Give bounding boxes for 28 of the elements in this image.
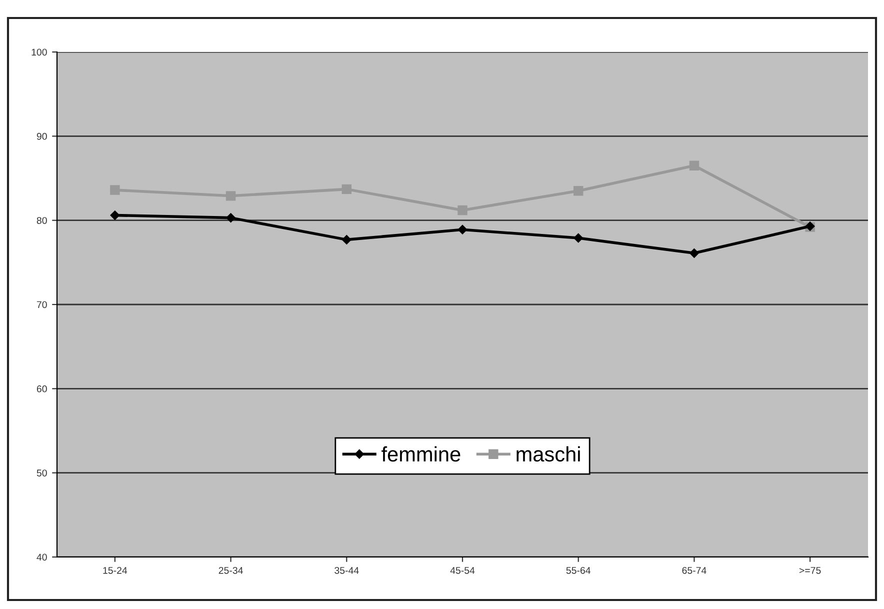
point (690, 248, 699, 258)
point (110, 210, 120, 220)
x-tick-label: 25-34 (218, 566, 243, 574)
point (458, 224, 468, 234)
x-tick-label: 65-74 (682, 566, 706, 574)
x-tick-label: 15-24 (103, 566, 128, 574)
legend-label: femmine (382, 446, 460, 462)
x-tick-label: 35-44 (334, 566, 359, 574)
y-tick-label: 80 (36, 217, 47, 224)
point (110, 185, 120, 195)
point (342, 184, 352, 194)
point (458, 205, 468, 216)
x-tick-label: 55-64 (566, 566, 591, 574)
point (573, 186, 584, 196)
y-tick-label: 100 (32, 48, 47, 56)
point (574, 233, 583, 243)
y-tick-label: 90 (36, 132, 47, 140)
point (226, 213, 236, 222)
x-tick-label: >=75 (799, 567, 821, 574)
point (689, 160, 700, 170)
legend-label: maschi (516, 446, 580, 462)
point (226, 191, 236, 201)
y-tick-label: 60 (36, 385, 47, 392)
y-tick-label: 50 (36, 470, 47, 476)
x-tick-label: 45-54 (450, 567, 475, 574)
point (342, 235, 352, 244)
y-tick-label: 40 (36, 554, 47, 561)
y-tick-label: 70 (36, 301, 47, 308)
